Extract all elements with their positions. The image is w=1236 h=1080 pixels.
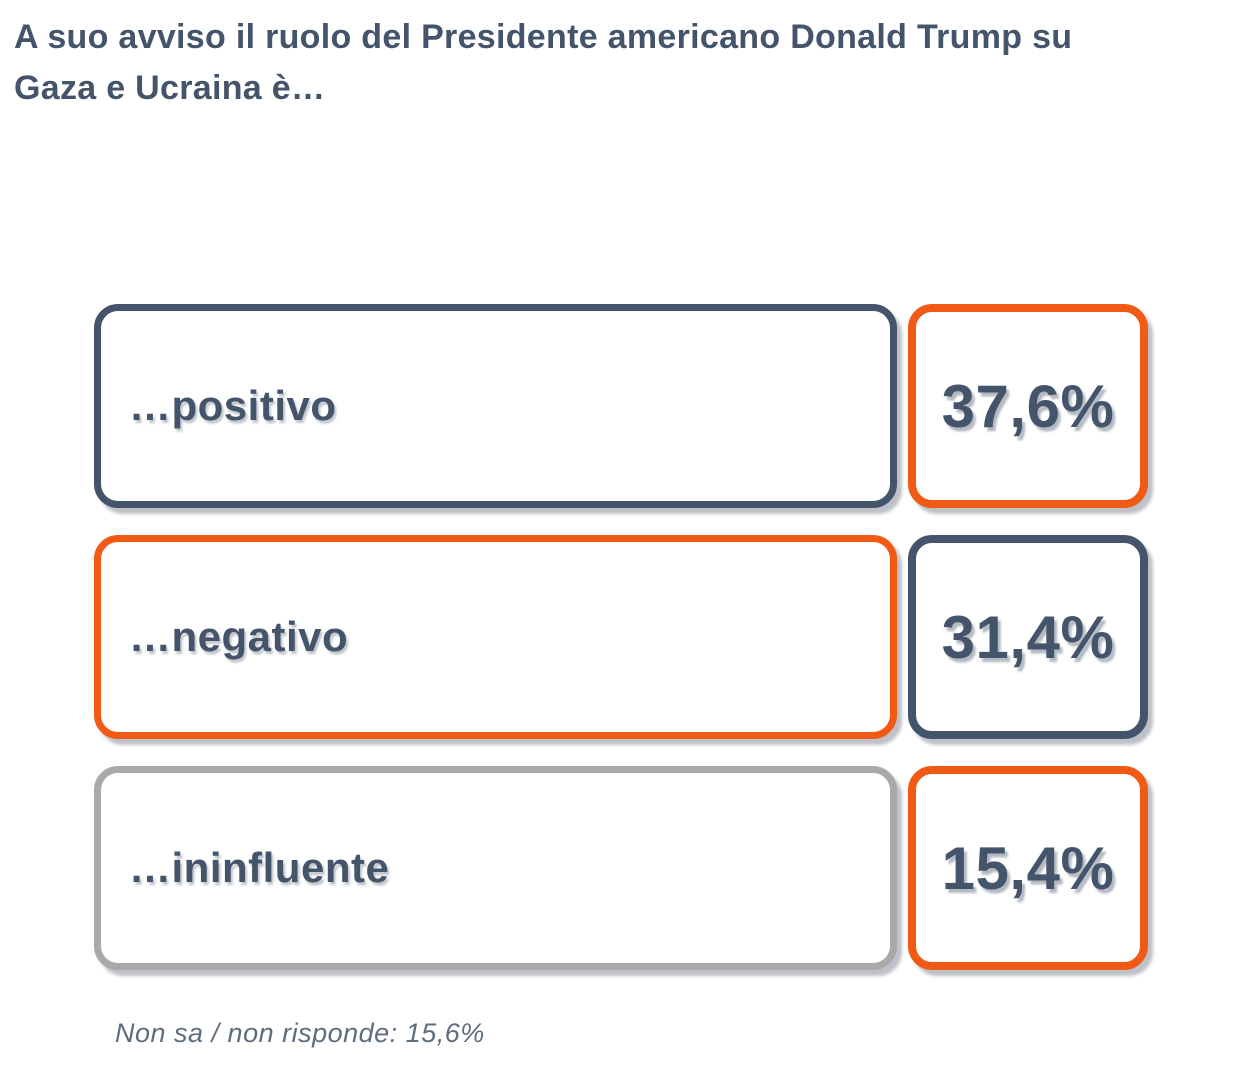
answer-label: …negativo — [129, 613, 349, 660]
result-value-box: 31,4% — [908, 535, 1148, 739]
result-value-box: 15,4% — [908, 766, 1148, 970]
question-title: A suo avviso il ruolo del Presidente ame… — [14, 18, 1073, 107]
result-value: 31,4% — [941, 603, 1115, 671]
answer-label-box: …ininfluente — [94, 766, 897, 970]
result-value: 15,4% — [941, 834, 1115, 902]
result-value: 37,6% — [941, 372, 1115, 440]
answer-label-box: …negativo — [94, 535, 897, 739]
answer-row-negativo: …negativo 31,4% — [94, 535, 1148, 739]
answers-list: …positivo 37,6% …negativo 31,4% …ininflu… — [94, 304, 1148, 970]
result-value-box: 37,6% — [908, 304, 1148, 508]
answer-row-positivo: …positivo 37,6% — [94, 304, 1148, 508]
no-answer-note: Non sa / non risponde: 15,6% — [115, 1018, 485, 1048]
answer-row-ininfluente: …ininfluente 15,4% — [94, 766, 1148, 970]
answer-label-box: …positivo — [94, 304, 897, 508]
answer-label: …ininfluente — [129, 844, 390, 891]
answer-label: …positivo — [129, 382, 337, 429]
